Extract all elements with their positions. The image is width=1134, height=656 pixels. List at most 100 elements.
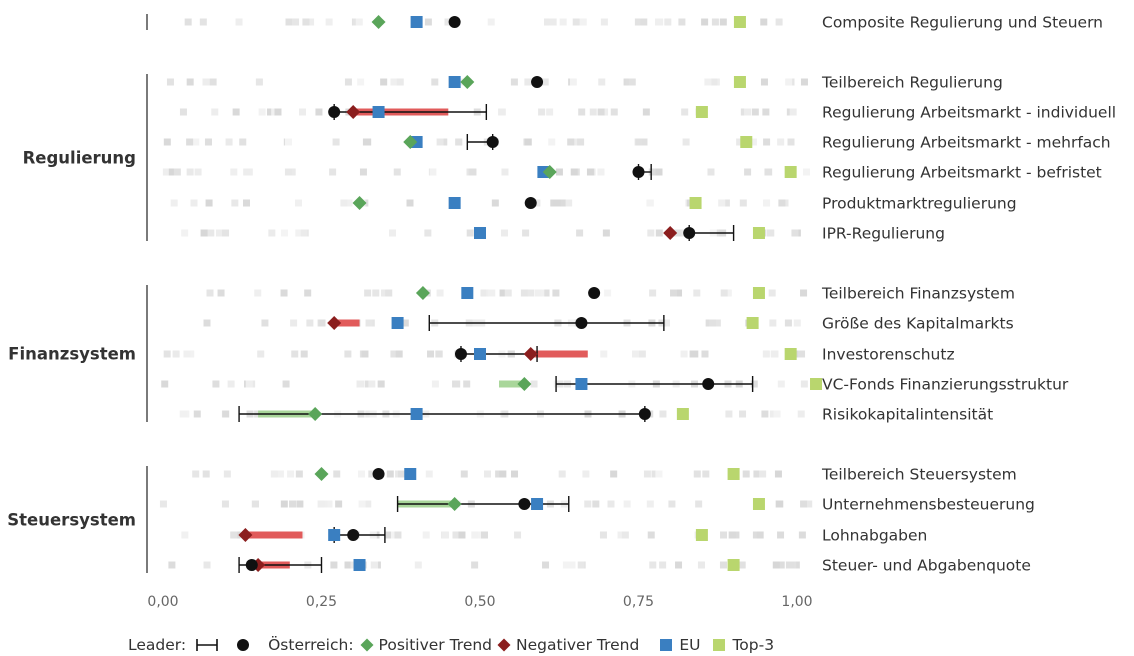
top3-marker xyxy=(810,378,823,390)
background-marker xyxy=(499,289,507,297)
background-marker xyxy=(425,470,433,478)
legend-negative-label: Negativer Trend xyxy=(516,636,640,654)
background-marker xyxy=(232,108,240,116)
positive-trend-marker xyxy=(308,407,323,421)
background-marker xyxy=(784,319,792,327)
background-marker xyxy=(377,380,385,388)
background-marker xyxy=(317,500,325,508)
eu-marker xyxy=(391,317,404,329)
negative-trend-marker xyxy=(663,226,678,240)
background-marker xyxy=(751,108,759,116)
background-marker xyxy=(693,470,701,478)
background-marker xyxy=(184,18,192,26)
background-marker xyxy=(187,350,195,358)
background-marker xyxy=(749,138,757,146)
background-marker xyxy=(398,470,406,478)
background-marker xyxy=(600,350,608,358)
background-marker xyxy=(713,319,721,327)
background-marker xyxy=(577,138,585,146)
background-marker xyxy=(243,168,251,176)
background-marker xyxy=(674,229,682,237)
background-marker xyxy=(221,500,229,508)
background-marker xyxy=(285,18,293,26)
background-marker xyxy=(192,138,200,146)
eu-marker xyxy=(353,559,366,571)
background-marker xyxy=(458,531,466,539)
background-marker xyxy=(662,319,670,327)
background-marker xyxy=(725,410,733,418)
background-marker xyxy=(290,319,298,327)
background-marker xyxy=(239,138,247,146)
background-marker xyxy=(179,410,187,418)
background-marker xyxy=(552,289,560,297)
background-marker xyxy=(254,289,262,297)
row-label: Risikokapitalintensität xyxy=(822,406,993,424)
background-marker xyxy=(200,229,208,237)
background-marker xyxy=(769,319,777,327)
austria-marker xyxy=(632,166,645,178)
background-marker xyxy=(598,78,606,86)
background-marker xyxy=(761,410,769,418)
background-marker xyxy=(159,500,167,508)
background-marker xyxy=(702,470,710,478)
background-marker xyxy=(504,289,512,297)
background-marker xyxy=(732,531,740,539)
background-marker xyxy=(436,289,444,297)
background-markers xyxy=(159,18,813,569)
background-marker xyxy=(202,470,210,478)
group-labels: Regulierung Finanzsystem Steuersystem xyxy=(7,14,148,573)
background-marker xyxy=(484,470,492,478)
background-marker xyxy=(756,531,764,539)
background-marker xyxy=(646,199,654,207)
row-label: Steuer- und Abgabenquote xyxy=(822,557,1031,575)
background-marker xyxy=(599,531,607,539)
background-marker xyxy=(452,531,460,539)
background-marker xyxy=(635,138,643,146)
background-marker xyxy=(162,168,170,176)
background-marker xyxy=(270,470,278,478)
background-marker xyxy=(805,500,813,508)
top3-marker xyxy=(752,287,765,299)
background-marker xyxy=(500,229,508,237)
background-marker xyxy=(463,380,471,388)
background-marker xyxy=(368,470,376,478)
background-marker xyxy=(364,289,372,297)
background-marker xyxy=(647,531,655,539)
background-marker xyxy=(789,108,797,116)
background-marker xyxy=(634,18,642,26)
background-marker xyxy=(541,78,549,86)
background-marker xyxy=(242,199,250,207)
background-marker xyxy=(307,18,315,26)
background-marker xyxy=(163,138,171,146)
positive-trend-marker xyxy=(403,135,418,149)
background-marker xyxy=(202,78,210,86)
background-marker xyxy=(390,78,398,86)
top3-marker xyxy=(784,348,797,360)
background-marker xyxy=(648,168,656,176)
background-marker xyxy=(424,18,432,26)
background-marker xyxy=(738,561,746,569)
background-marker xyxy=(207,229,215,237)
background-marker xyxy=(385,289,393,297)
background-marker xyxy=(791,229,799,237)
austria-marker xyxy=(638,408,651,420)
background-marker xyxy=(258,108,266,116)
background-marker xyxy=(209,78,217,86)
background-marker xyxy=(204,138,212,146)
background-marker xyxy=(697,561,705,569)
background-marker xyxy=(296,500,304,508)
background-marker xyxy=(361,350,369,358)
background-marker xyxy=(765,168,773,176)
background-marker xyxy=(206,289,214,297)
austria-marker xyxy=(588,287,601,299)
markers xyxy=(238,15,823,572)
background-marker xyxy=(567,138,575,146)
background-marker xyxy=(680,350,688,358)
background-marker xyxy=(358,500,366,508)
background-marker xyxy=(607,500,615,508)
background-marker xyxy=(230,531,238,539)
background-marker xyxy=(261,319,269,327)
background-marker xyxy=(396,78,404,86)
background-marker xyxy=(181,531,189,539)
background-marker xyxy=(763,199,771,207)
